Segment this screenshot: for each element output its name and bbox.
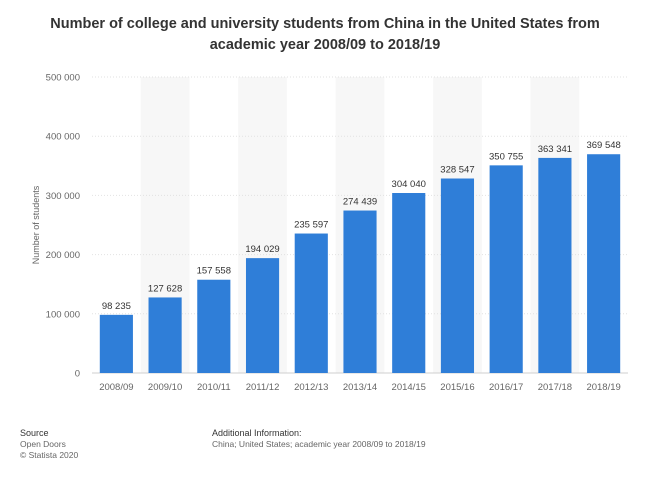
- x-tick-label: 2008/09: [99, 382, 133, 393]
- x-tick-label: 2014/15: [392, 382, 426, 393]
- source-heading: Source: [20, 428, 49, 438]
- data-label: 98 235: [102, 301, 131, 312]
- x-tick-label: 2016/17: [489, 382, 523, 393]
- bar: [587, 154, 621, 373]
- data-label: 127 628: [148, 283, 182, 294]
- y-tick-label: 0: [75, 369, 80, 380]
- x-tick-label: 2010/11: [197, 382, 231, 393]
- data-label: 157 558: [197, 266, 231, 277]
- data-label: 328 547: [440, 165, 474, 176]
- x-tick-label: 2009/10: [148, 382, 182, 393]
- source-line: Open Doors: [20, 439, 66, 449]
- data-label: 350 755: [489, 151, 523, 162]
- x-tick-label: 2015/16: [440, 382, 474, 393]
- y-tick-label: 500 000: [46, 73, 80, 84]
- x-tick-label: 2011/12: [246, 382, 280, 393]
- additional-info-heading: Additional Information:: [212, 428, 302, 438]
- y-axis-label: Number of students: [31, 185, 41, 264]
- y-tick-label: 200 000: [46, 250, 80, 261]
- copyright-line: © Statista 2020: [20, 450, 79, 460]
- bar: [489, 165, 523, 373]
- additional-info-text: China; United States; academic year 2008…: [212, 439, 426, 449]
- bar: [197, 279, 231, 373]
- data-label: 369 548: [586, 140, 620, 151]
- y-tick-label: 300 000: [46, 191, 80, 202]
- x-tick-label: 2013/14: [343, 382, 377, 393]
- y-tick-label: 100 000: [46, 309, 80, 320]
- bar: [440, 178, 475, 373]
- bar: [538, 157, 572, 373]
- bar: [245, 258, 280, 373]
- data-label: 194 029: [245, 244, 279, 255]
- chart-title: Number of college and university student…: [50, 16, 600, 53]
- data-label: 235 597: [294, 220, 328, 231]
- bar: [392, 193, 426, 373]
- data-label: 274 439: [343, 197, 377, 208]
- y-tick-label: 400 000: [46, 132, 80, 143]
- x-tick-label: 2012/13: [294, 382, 328, 393]
- bar: [294, 233, 328, 373]
- data-label: 363 341: [538, 144, 572, 155]
- bar: [99, 314, 133, 373]
- bar: [148, 297, 182, 373]
- source-block: Source Open Doors © Statista 2020: [20, 428, 78, 461]
- additional-info-block: Additional Information: China; United St…: [212, 428, 426, 450]
- data-label: 304 040: [392, 179, 426, 190]
- x-tick-label: 2017/18: [538, 382, 572, 393]
- bar: [343, 210, 377, 373]
- x-tick-label: 2018/19: [586, 382, 620, 393]
